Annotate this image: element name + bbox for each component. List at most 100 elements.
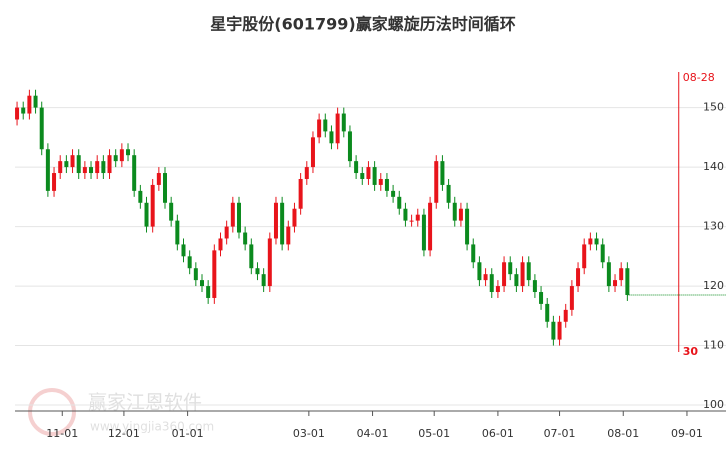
candle-body [95,161,100,174]
candle-body [113,155,118,162]
candle [588,232,593,251]
candle-body [52,173,57,191]
candle [532,274,537,298]
candle-body [64,161,69,168]
cycle-count-label: 30 [683,345,699,358]
candle [39,101,44,156]
candle [563,303,568,328]
candle [163,167,168,209]
candle [329,125,334,150]
candle [89,161,94,179]
candle [372,161,377,191]
candle-body [107,155,112,174]
candle [403,202,408,227]
candle [181,238,186,263]
candle [347,125,352,168]
candle [144,196,149,233]
candle [613,274,618,293]
cycle-date-label: 08-28 [683,71,715,84]
candle-body [82,167,87,174]
candle [576,262,581,293]
candle [58,155,63,179]
candle [169,196,174,227]
candle [70,149,75,174]
candle [465,202,470,251]
candle-body [27,95,32,114]
candle-body [169,202,174,221]
candle [206,280,211,304]
x-tick-label: 04-01 [357,427,389,440]
candle [557,315,562,346]
candle-body [625,268,630,295]
candle-body [440,161,445,185]
candle [483,268,488,287]
candle [508,256,513,281]
candle-body [391,190,396,197]
candle-body [588,238,593,245]
candle-body [138,190,143,203]
chart-title: 星宇股份(601799)赢家螺旋历法时间循环 [210,15,515,34]
candle [150,178,155,233]
candle-body [15,107,20,120]
candle [126,143,131,162]
candle [569,280,574,316]
candle [119,143,124,168]
candle-body [428,202,433,251]
candle [292,202,297,233]
candle-body [526,262,531,281]
candle-body [33,95,38,108]
candle-body [502,262,507,287]
candle-body [415,214,420,221]
candle [317,113,322,144]
candle-body [286,226,291,245]
candle [52,167,57,197]
candle [310,131,315,174]
candle [551,315,556,346]
y-tick-label: 110 [703,339,724,352]
watermark-logo [28,388,76,436]
candle-body [619,268,624,281]
x-tick-label: 09-01 [671,427,703,440]
candle-body [39,107,44,150]
candle [489,268,494,298]
candle [230,196,235,233]
candle [64,155,69,174]
candle-body [21,107,26,114]
candle [619,262,624,287]
candle-body [341,113,346,132]
candle-body [175,220,180,245]
candle-body [126,149,131,156]
candle-body [323,119,328,132]
candle-body [144,202,149,227]
candle-body [218,238,223,251]
candle-body [458,208,463,221]
candle [545,297,550,328]
candle-body [224,226,229,239]
candle [107,149,112,179]
candle-body [273,202,278,239]
candle-body [310,137,315,168]
candle-body [255,268,260,275]
candle [397,190,402,215]
candle-body [606,262,611,287]
candle-body [557,321,562,340]
watermark: 赢家江恩软件 www.yingjia360.com [28,388,214,436]
candle-body [304,167,309,179]
candle-body [261,274,266,287]
candle [187,250,192,275]
candle-body [76,155,81,174]
candle-body [317,119,322,138]
candle [15,101,20,126]
candle [95,155,100,179]
y-tick-label: 130 [703,220,724,233]
candle-body [163,173,168,203]
candle [212,244,217,304]
candle [434,155,439,209]
candle [409,214,414,227]
candle [606,256,611,293]
candle-body [582,244,587,269]
candle-body [397,196,402,209]
candle-body [563,309,568,322]
candle-body [249,244,254,269]
candle [156,167,161,191]
